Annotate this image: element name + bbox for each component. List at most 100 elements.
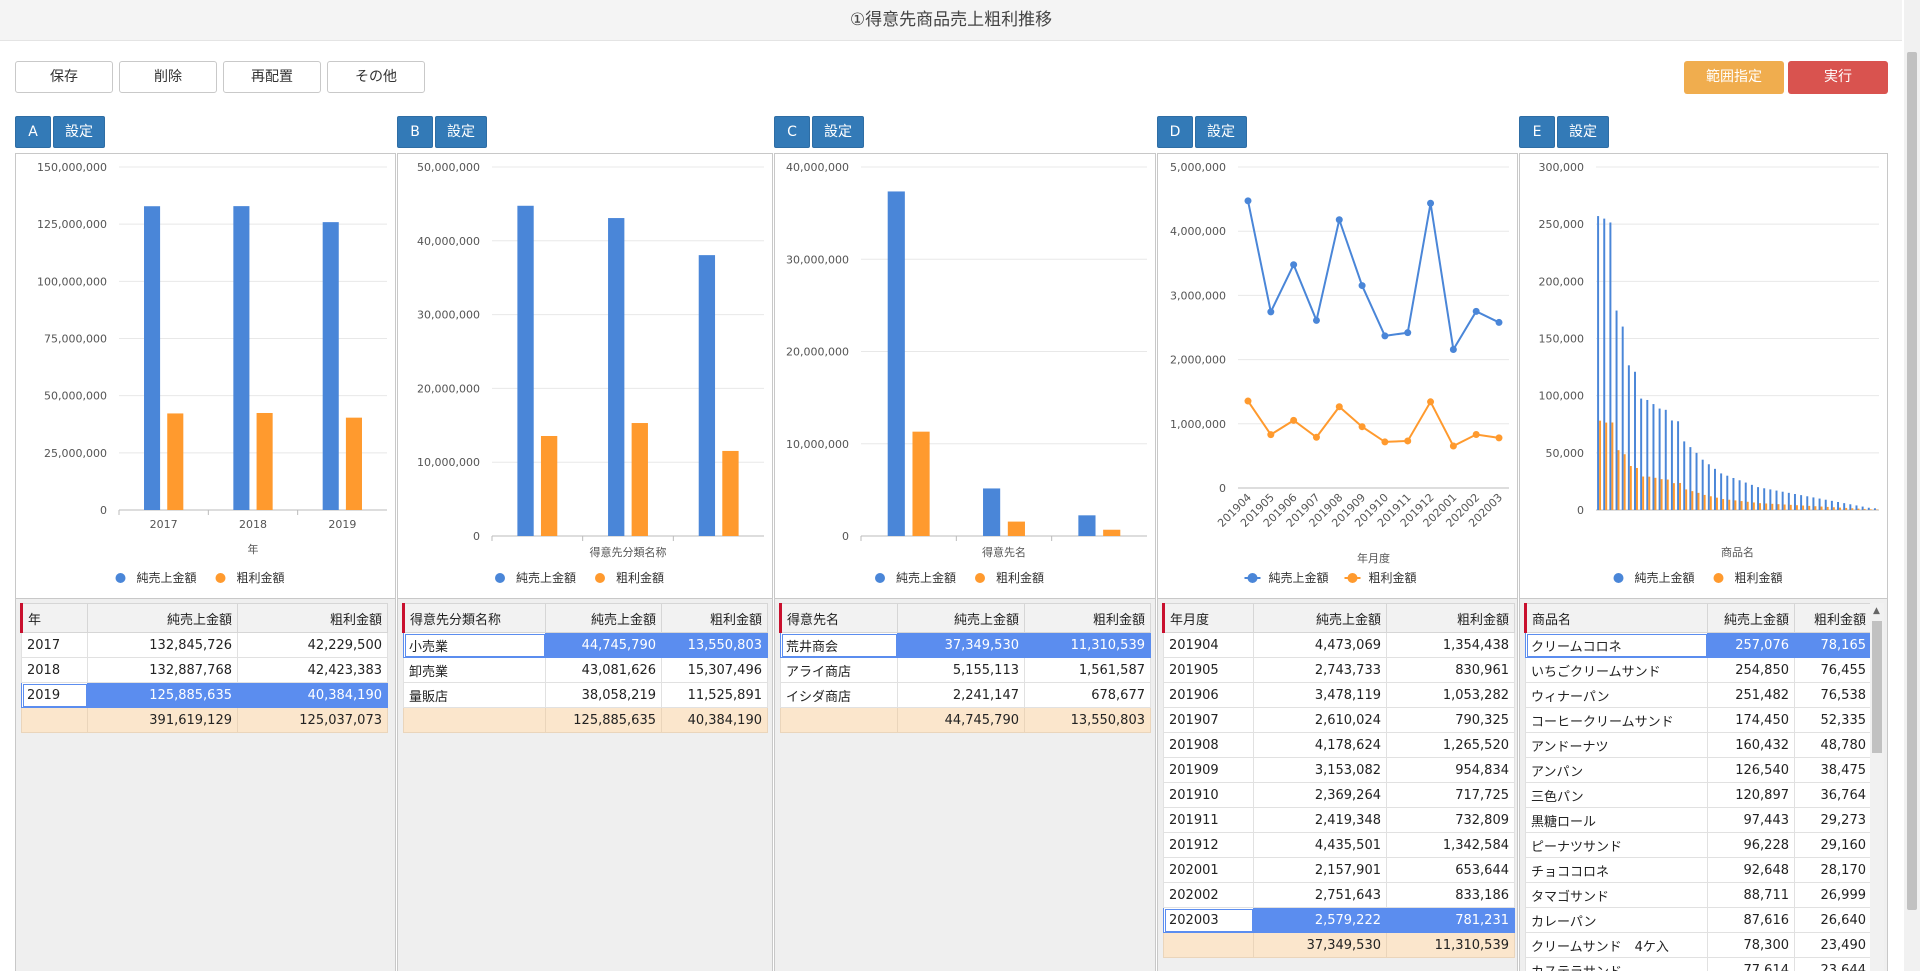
panel-a-label-button[interactable]: A [15,116,51,148]
table-cell[interactable]: アライ商店 [780,657,898,683]
column-header[interactable]: 純売上金額 [545,603,662,633]
table-cell[interactable]: 78,165 [1794,632,1872,658]
table-cell[interactable]: 2,369,264 [1253,782,1387,808]
table-cell[interactable]: 88,711 [1707,882,1795,908]
table-cell[interactable]: 790,325 [1386,707,1515,733]
table-cell[interactable]: 2,751,643 [1253,882,1387,908]
table-row[interactable]: 2018 132,887,768 42,423,383 [21,657,388,683]
table-cell[interactable]: 2017 [21,632,88,658]
column-header[interactable]: 純売上金額 [1707,603,1795,633]
delete-button[interactable]: 削除 [119,61,217,93]
table-cell[interactable]: タマゴサンド [1525,882,1708,908]
table-row[interactable]: いちごクリームサンド 254,850 76,455 [1525,657,1872,683]
table-row[interactable]: チョココロネ 92,648 28,170 [1525,857,1872,883]
page-scrollbar[interactable] [1904,0,1920,971]
table-row[interactable]: クリームコロネ 257,076 78,165 [1525,632,1872,658]
table-cell[interactable]: 5,155,113 [897,657,1025,683]
scroll-up-icon[interactable]: ▲ [1873,606,1880,616]
table-row[interactable]: ピーナツサンド 96,228 29,160 [1525,832,1872,858]
table-row[interactable]: 黒糖ロール 97,443 29,273 [1525,807,1872,833]
column-header[interactable]: 得意先分類名称 [402,603,546,633]
table-cell[interactable]: 76,455 [1794,657,1872,683]
panel-b-settings-button[interactable]: 設定 [435,116,487,148]
table-cell[interactable]: 257,076 [1707,632,1795,658]
table-cell[interactable]: 43,081,626 [545,657,662,683]
table-cell[interactable]: 3,153,082 [1253,757,1387,783]
column-header[interactable]: 得意先名 [779,603,898,633]
table-cell[interactable]: 4,473,069 [1253,632,1387,658]
table-cell[interactable]: 717,725 [1386,782,1515,808]
column-header[interactable]: 粗利金額 [1794,603,1872,633]
table-row[interactable]: 2017 132,845,726 42,229,500 [21,632,388,658]
table-cell[interactable]: 830,961 [1386,657,1515,683]
table-row[interactable]: 量販店 38,058,219 11,525,891 [403,682,768,708]
table-cell[interactable]: 132,845,726 [87,632,238,658]
panel-e-label-button[interactable]: E [1519,116,1555,148]
table-cell[interactable]: 38,475 [1794,757,1872,783]
table-cell[interactable]: 2,579,222 [1253,907,1387,933]
run-button[interactable]: 実行 [1788,61,1888,94]
table-cell[interactable]: 23,490 [1794,932,1872,958]
table-row[interactable]: 201904 4,473,069 1,354,438 [1163,632,1515,658]
table-cell[interactable]: 2,241,147 [897,682,1025,708]
table-cell[interactable]: 201909 [1163,757,1254,783]
table-cell[interactable]: 3,478,119 [1253,682,1387,708]
page-scrollbar-thumb[interactable] [1907,52,1917,910]
table-cell[interactable]: 77,614 [1707,957,1795,971]
table-cell[interactable]: 254,850 [1707,657,1795,683]
column-header[interactable]: 純売上金額 [1253,603,1387,633]
table-row[interactable]: 202003 2,579,222 781,231 [1163,907,1515,933]
table-row[interactable]: 201907 2,610,024 790,325 [1163,707,1515,733]
table-cell[interactable]: 15,307,496 [661,657,768,683]
table-cell[interactable]: カレーパン [1525,907,1708,933]
table-row[interactable]: 2019 125,885,635 40,384,190 [21,682,388,708]
table-row[interactable]: カレーパン 87,616 26,640 [1525,907,1872,933]
table-cell[interactable]: 653,644 [1386,857,1515,883]
table-cell[interactable]: 201907 [1163,707,1254,733]
table-cell[interactable]: 40,384,190 [237,682,388,708]
column-header[interactable]: 粗利金額 [237,603,388,633]
table-cell[interactable]: 42,423,383 [237,657,388,683]
table-cell[interactable]: 三色パン [1525,782,1708,808]
table-cell[interactable]: 201906 [1163,682,1254,708]
table-row[interactable]: 201910 2,369,264 717,725 [1163,782,1515,808]
table-cell[interactable]: アンパン [1525,757,1708,783]
panel-c-settings-button[interactable]: 設定 [812,116,864,148]
table-row[interactable]: 202002 2,751,643 833,186 [1163,882,1515,908]
table-cell[interactable]: イシダ商店 [780,682,898,708]
table-row[interactable]: 201908 4,178,624 1,265,520 [1163,732,1515,758]
column-header[interactable]: 粗利金額 [1024,603,1151,633]
table-cell[interactable]: 1,354,438 [1386,632,1515,658]
table-cell[interactable]: コーヒークリームサンド [1525,707,1708,733]
table-cell[interactable]: 201904 [1163,632,1254,658]
table-cell[interactable]: 201912 [1163,832,1254,858]
table-row[interactable]: 201909 3,153,082 954,834 [1163,757,1515,783]
table-cell[interactable]: 37,349,530 [897,632,1025,658]
table-cell[interactable]: 87,616 [1707,907,1795,933]
grid-scrollbar[interactable]: ▲ [1870,603,1884,971]
column-header[interactable]: 純売上金額 [87,603,238,633]
table-row[interactable]: 202001 2,157,901 653,644 [1163,857,1515,883]
table-cell[interactable]: カステラサンド [1525,957,1708,971]
table-cell[interactable]: 160,432 [1707,732,1795,758]
table-row[interactable]: 201906 3,478,119 1,053,282 [1163,682,1515,708]
table-cell[interactable]: 833,186 [1386,882,1515,908]
table-cell[interactable]: 781,231 [1386,907,1515,933]
table-cell[interactable]: 44,745,790 [545,632,662,658]
table-row[interactable]: クリームサンド 4ケ入 78,300 23,490 [1525,932,1872,958]
panel-d-label-button[interactable]: D [1157,116,1193,148]
table-cell[interactable]: 38,058,219 [545,682,662,708]
table-cell[interactable]: 1,265,520 [1386,732,1515,758]
table-cell[interactable]: 26,999 [1794,882,1872,908]
table-cell[interactable]: 48,780 [1794,732,1872,758]
table-cell[interactable]: 28,170 [1794,857,1872,883]
table-row[interactable]: コーヒークリームサンド 174,450 52,335 [1525,707,1872,733]
column-header[interactable]: 年 [20,603,88,633]
table-cell[interactable]: 1,561,587 [1024,657,1151,683]
table-cell[interactable]: 小売業 [403,632,546,658]
table-cell[interactable]: 量販店 [403,682,546,708]
table-cell[interactable]: 2,743,733 [1253,657,1387,683]
table-cell[interactable]: 2019 [21,682,88,708]
column-header[interactable]: 年月度 [1162,603,1254,633]
